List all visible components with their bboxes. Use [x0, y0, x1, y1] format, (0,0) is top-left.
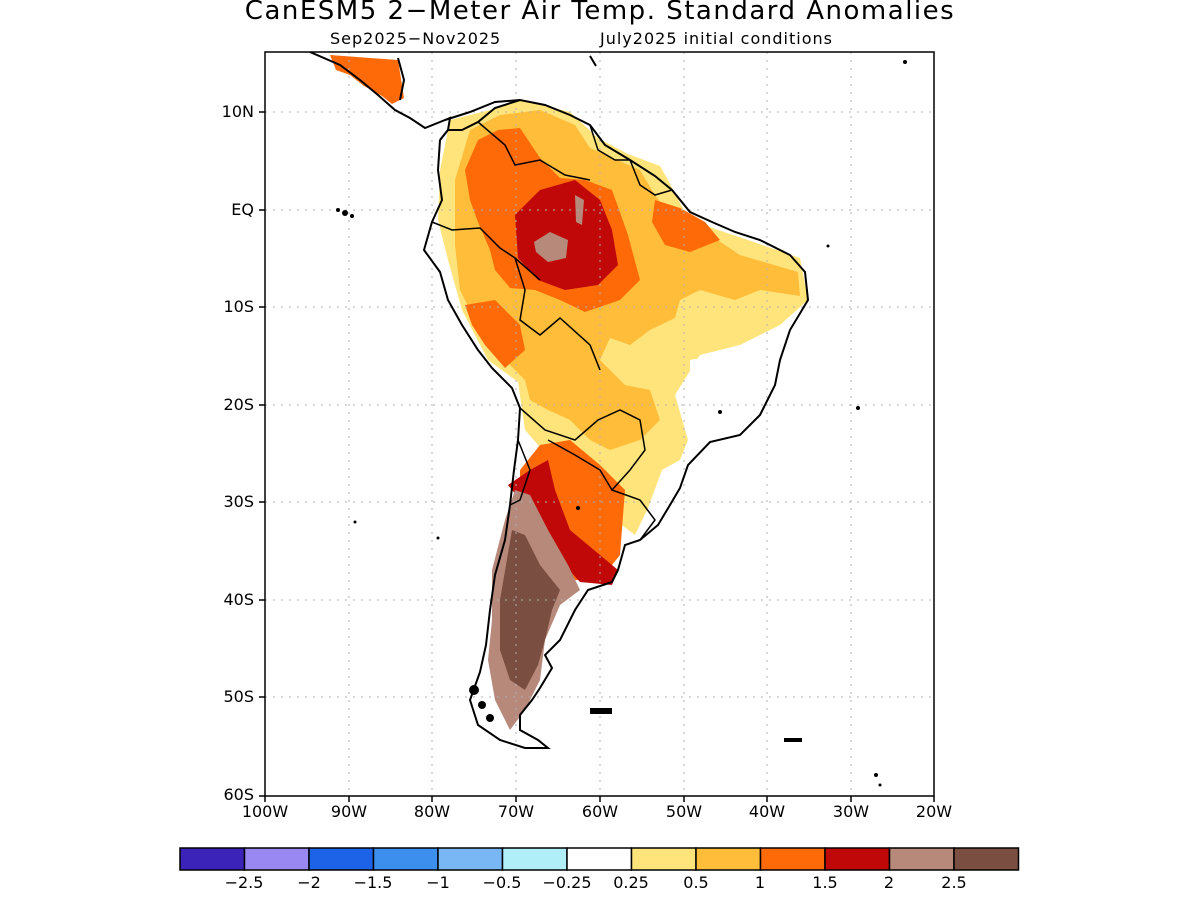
- anomaly-shading-central-america: [330, 55, 404, 104]
- axis-ticks: [259, 111, 935, 802]
- lon-label-90w: 90W: [330, 802, 368, 821]
- colorbar-label: −2: [297, 873, 321, 892]
- anomaly-shading-level-2-amazon: [534, 232, 568, 262]
- colorbar-swatch: [630, 847, 697, 871]
- lat-label-30s: 30S: [223, 492, 254, 511]
- colorbar-label: −0.25: [542, 873, 592, 892]
- colorbar-label: 2.5: [941, 873, 967, 892]
- initial-conditions: July2025 initial conditions: [600, 29, 833, 48]
- colorbar-label: −1: [426, 873, 450, 892]
- anomaly-fields: [265, 52, 934, 796]
- colorbar-label: −2.5: [224, 873, 264, 892]
- lon-label-60w: 60W: [581, 802, 619, 821]
- lon-label-100w: 100W: [241, 802, 289, 821]
- colorbar-swatch: [179, 847, 246, 871]
- colorbar-label: 1: [754, 873, 766, 892]
- colorbar-swatch: [759, 847, 826, 871]
- colorbar-swatch: [824, 847, 891, 871]
- colorbar-swatch: [372, 847, 439, 871]
- anomaly-shading-level-1-peru: [465, 300, 525, 368]
- map-title: CanESM5 2−Meter Air Temp. Standard Anoma…: [244, 0, 956, 26]
- colorbar-swatch: [888, 847, 955, 871]
- coastline-central-america: [309, 52, 597, 141]
- colorbar-swatch: [437, 847, 504, 871]
- lat-label-10n: 10N: [221, 102, 254, 121]
- colorbar-label: 0.25: [613, 873, 649, 892]
- anomaly-shading-level-1-5-amazon: [515, 180, 618, 290]
- islands: [336, 60, 907, 787]
- lat-label-40s: 40S: [223, 590, 254, 609]
- country-borders: [431, 121, 673, 541]
- colorbar-label: 0.5: [683, 873, 709, 892]
- anomaly-shading-level-2-amazon-small: [575, 195, 584, 225]
- coastline-south-america: [422, 98, 810, 749]
- lat-label-60s: 60S: [223, 785, 254, 804]
- colorbar-label: −1.5: [353, 873, 393, 892]
- lat-label-20s: 20S: [223, 395, 254, 414]
- colorbar-label: 1.5: [812, 873, 838, 892]
- lon-label-30w: 30W: [832, 802, 870, 821]
- lon-label-70w: 70W: [497, 802, 535, 821]
- lon-label-50w: 50W: [665, 802, 703, 821]
- anomaly-shading-level-2-5-patagonia: [500, 530, 560, 690]
- colorbar-swatch: [566, 847, 633, 871]
- colorbar-swatch: [501, 847, 568, 871]
- lat-label-eq: EQ: [231, 200, 254, 219]
- colorbar-swatch: [695, 847, 762, 871]
- lon-label-40w: 40W: [748, 802, 786, 821]
- anomaly-shading-level-1-5-south: [508, 460, 618, 585]
- colorbar-swatch: [243, 847, 310, 871]
- anomaly-shading-level-1-northeast: [652, 200, 720, 252]
- lat-label-50s: 50S: [223, 687, 254, 706]
- colorbar-label: 2: [883, 873, 895, 892]
- lat-label-10s: 10S: [223, 297, 254, 316]
- lon-label-20w: 20W: [915, 802, 953, 821]
- colorbar-label: −0.5: [482, 873, 522, 892]
- forecast-period: Sep2025−Nov2025: [330, 29, 502, 48]
- colorbar-swatch: [953, 847, 1020, 871]
- colorbar-swatch: [308, 847, 375, 871]
- lon-label-80w: 80W: [413, 802, 451, 821]
- colorbar: [179, 847, 1020, 871]
- anomaly-shading-near-zero-east-brazil: [690, 350, 775, 440]
